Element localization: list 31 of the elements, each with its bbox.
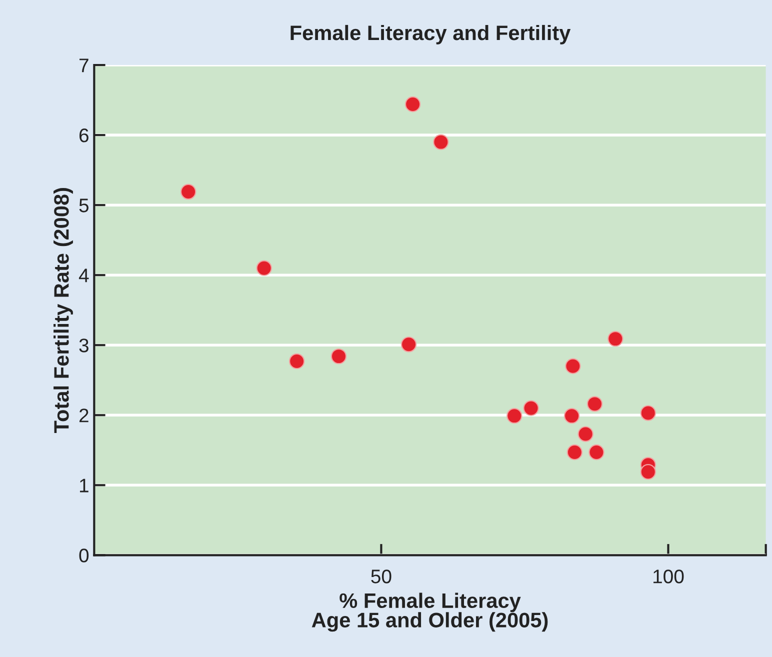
y-tick-label: 3 xyxy=(79,338,88,352)
point xyxy=(578,426,594,442)
point xyxy=(404,96,421,112)
point xyxy=(506,408,522,424)
point xyxy=(566,444,583,460)
point xyxy=(523,400,539,416)
y-tick-label: 1 xyxy=(80,478,88,492)
x-axis-title: % Female Literacy Age 15 and Older (2005) xyxy=(312,592,548,632)
x-tick-label: 100 xyxy=(654,570,684,584)
point xyxy=(608,330,624,347)
y-tick-label: 6 xyxy=(79,128,88,142)
point xyxy=(400,336,417,352)
point xyxy=(256,260,272,276)
y-axis-title: Total Fertility Rate (2008) xyxy=(54,188,73,433)
x-tick-label: 50 xyxy=(371,570,392,584)
point xyxy=(586,396,603,412)
point xyxy=(640,405,656,421)
y-tick-label: 4 xyxy=(78,268,89,282)
point xyxy=(288,353,305,370)
y-tick-label: 2 xyxy=(79,408,88,422)
point xyxy=(433,134,449,150)
point xyxy=(330,348,347,364)
point xyxy=(640,464,656,480)
point xyxy=(588,444,604,460)
point xyxy=(565,358,581,374)
y-tick-label: 0 xyxy=(79,548,89,562)
y-tick-label: 7 xyxy=(80,58,88,72)
point xyxy=(564,408,580,424)
y-tick-label: 5 xyxy=(79,198,89,212)
chart-title: Female Literacy and Fertility xyxy=(290,24,571,44)
point xyxy=(180,184,196,200)
